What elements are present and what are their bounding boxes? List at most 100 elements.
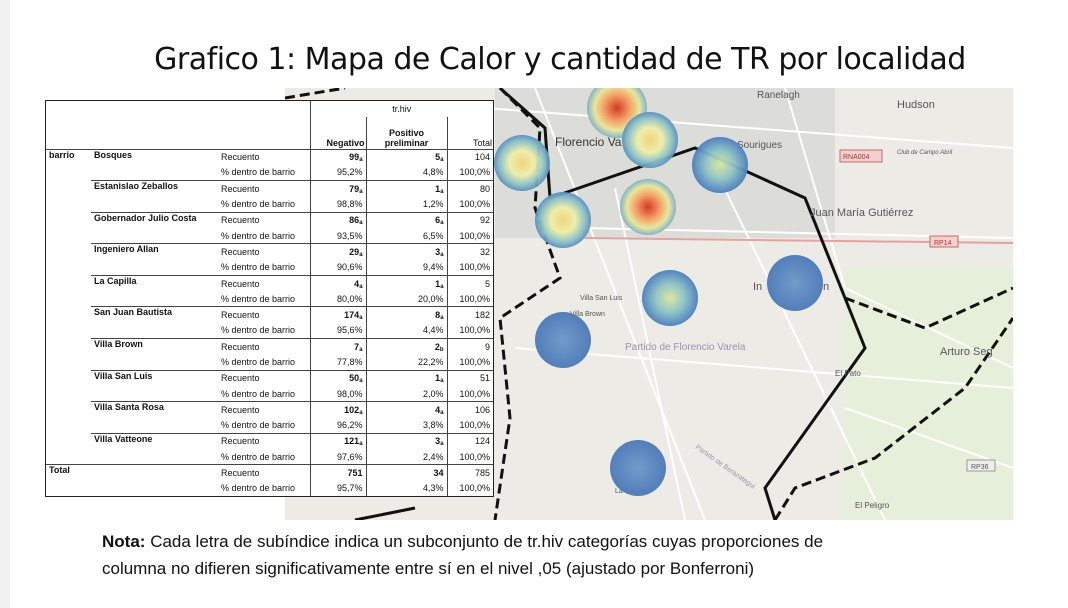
row-name: San Juan Bautista [91, 306, 218, 339]
cell: 4a [365, 401, 448, 418]
row-label: Recuento [218, 180, 311, 197]
cell: 6,5% [365, 227, 448, 244]
cell: 22,2% [365, 354, 448, 371]
cell-value: 95,7% [337, 483, 363, 494]
cell-value: 96,2% [337, 420, 363, 431]
cell-value: 3 [435, 246, 441, 257]
subscript: a [359, 251, 363, 258]
row-label: Recuento [218, 338, 311, 355]
row-name: Villa Vatteone [91, 432, 218, 465]
header: tr.hiv [309, 101, 494, 117]
subscript: a [359, 220, 363, 227]
column-header: Negativo [309, 117, 367, 149]
row-label: % dentro de barrio [221, 483, 296, 494]
cell-value: 100,0% [459, 483, 491, 494]
subscript: a [440, 220, 444, 227]
cell: 100,0% [446, 227, 494, 244]
note: Nota: Cada letra de subíndice indica un … [102, 528, 1002, 582]
cell: 51 [446, 369, 494, 386]
cell-value: 1 [435, 373, 441, 384]
cell: 50a [309, 369, 367, 386]
row: % dentro de barrio 80,0% 20,0% 100,0% [46, 291, 494, 307]
subscript: a [359, 378, 363, 385]
group-label: barrio [46, 148, 91, 465]
cell: 785 [446, 464, 494, 481]
map-label: Hudson [897, 99, 935, 111]
row-label: Recuento [218, 432, 311, 450]
cell: 4,4% [365, 322, 448, 339]
group-label: Total [46, 464, 218, 497]
cell-value: 5 [485, 278, 491, 289]
row-label: % dentro de barrio [221, 451, 296, 462]
map-label: RP14 [934, 240, 952, 247]
cell-value: 22,2% [418, 357, 444, 367]
cell-value: 86 [349, 215, 360, 226]
row-label: % dentro de barrio [221, 167, 296, 178]
cell-value: 95,2% [337, 167, 363, 178]
cell: 1a [365, 180, 448, 197]
row-label: Recuento [218, 369, 311, 386]
cell: 86a [309, 211, 367, 228]
cell-value: 100,0% [459, 167, 491, 178]
cell: 100,0% [446, 164, 494, 181]
note-text: columna no difieren significativamente e… [102, 559, 755, 578]
cell: 100,0% [446, 354, 494, 371]
subscript: a [440, 251, 444, 258]
cell: 4a [309, 274, 367, 292]
cell-value: 100,0% [459, 230, 491, 241]
map-label: Partido de Florencio Varela [625, 342, 746, 353]
cell-value: 32 [480, 246, 491, 257]
cell: 182 [446, 306, 494, 323]
cell-value: 95,6% [337, 325, 363, 336]
row: % dentro de barrio 95,7% 4,3% 100,0% [46, 480, 494, 497]
cell-value: 90,6% [337, 262, 363, 273]
cell: 3a [365, 243, 448, 260]
row-label: Recuento [218, 243, 311, 260]
row-label: % dentro de barrio [221, 230, 296, 241]
subscript: a [440, 409, 444, 416]
cell-value: 79 [349, 183, 360, 194]
cell-value: 4,8% [423, 167, 444, 178]
cell: 90,6% [309, 259, 367, 276]
row: % dentro de barrio 90,6% 9,4% 100,0% [46, 259, 494, 276]
cell-value: 174 [344, 310, 360, 321]
map-label: Florencio Va [555, 135, 622, 149]
cell: 99a [309, 148, 367, 165]
cell: 98,0% [309, 385, 367, 402]
row: Villa Brown Recuento 7a 2b 9 [46, 338, 494, 371]
map-label: RNA004 [843, 154, 870, 161]
cell-value: 100,0% [459, 451, 491, 462]
row: % dentro de barrio 93,5% 6,5% 100,0% [46, 227, 494, 244]
map-label: Villa Brown [570, 311, 605, 318]
subscript: a [359, 441, 363, 448]
cell-value: 102 [344, 404, 360, 415]
row-label: % dentro de barrio [221, 293, 296, 304]
cell: 96,2% [309, 417, 367, 434]
row: % dentro de barrio 77,8% 22,2% 100,0% [46, 354, 494, 371]
cell: 104 [446, 148, 494, 165]
cell: 3,8% [365, 417, 448, 434]
row: San Juan Bautista Recuento 174a 8a 182 [46, 306, 494, 339]
cell-value: 100,0% [459, 262, 491, 273]
cell-value: 2,4% [423, 451, 444, 462]
cell-value: 50 [349, 373, 360, 384]
cell: 29a [309, 243, 367, 260]
subscript: a [440, 283, 444, 290]
subscript: a [440, 441, 444, 448]
note-label: Nota: [102, 532, 146, 551]
cell-value: 2,0% [423, 388, 444, 399]
row: La Capilla Recuento 4a 1a 5 [46, 274, 494, 307]
subscript: a [359, 409, 363, 416]
cell-value: 100,0% [459, 293, 491, 304]
cell-value: 99 [349, 152, 360, 163]
row-name: Ingeniero Allan [91, 243, 218, 276]
cell: 8a [365, 306, 448, 323]
cell: 3a [365, 432, 448, 450]
column-header: Positivo preliminar [365, 117, 448, 149]
cell: 100,0% [446, 322, 494, 339]
cell: 100,0% [446, 449, 494, 465]
row: % dentro de barrio 98,0% 2,0% 100,0% [46, 385, 494, 402]
cell-value: 4 [435, 404, 441, 415]
map-label: El Pato [835, 369, 861, 378]
cell: 100,0% [446, 196, 494, 213]
